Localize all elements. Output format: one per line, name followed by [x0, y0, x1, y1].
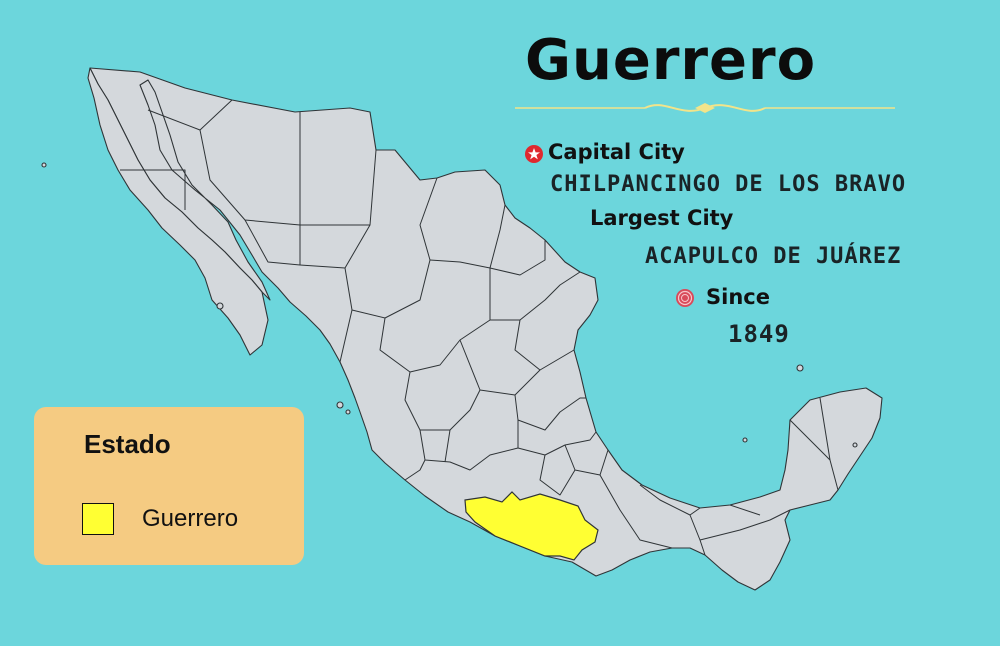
- islands: [41, 162, 858, 448]
- since-value: 1849: [728, 320, 790, 348]
- legend-title: Estado: [84, 429, 171, 459]
- legend-swatch-guerrero: [82, 503, 114, 535]
- ornament-divider: [515, 103, 895, 113]
- since-heading: Since: [706, 285, 770, 309]
- largest-city-heading: Largest City: [590, 206, 734, 230]
- seal-icon: [676, 289, 694, 307]
- largest-city-value: ACAPULCO DE JUÁREZ: [645, 244, 902, 269]
- map-title: Guerrero: [525, 28, 817, 93]
- baja-california: [87, 67, 269, 356]
- legend-label-guerrero: Guerrero: [142, 505, 239, 532]
- capital-city-value: CHILPANCINGO DE LOS BRAVO: [550, 172, 907, 197]
- state-borders: [120, 99, 839, 556]
- capital-city-heading: Capital City: [548, 140, 685, 164]
- star-icon: [525, 145, 543, 163]
- guerrero-state: [464, 491, 599, 561]
- mexico-mainland: [89, 67, 883, 591]
- legend-box: Estado Guerrero: [34, 407, 304, 565]
